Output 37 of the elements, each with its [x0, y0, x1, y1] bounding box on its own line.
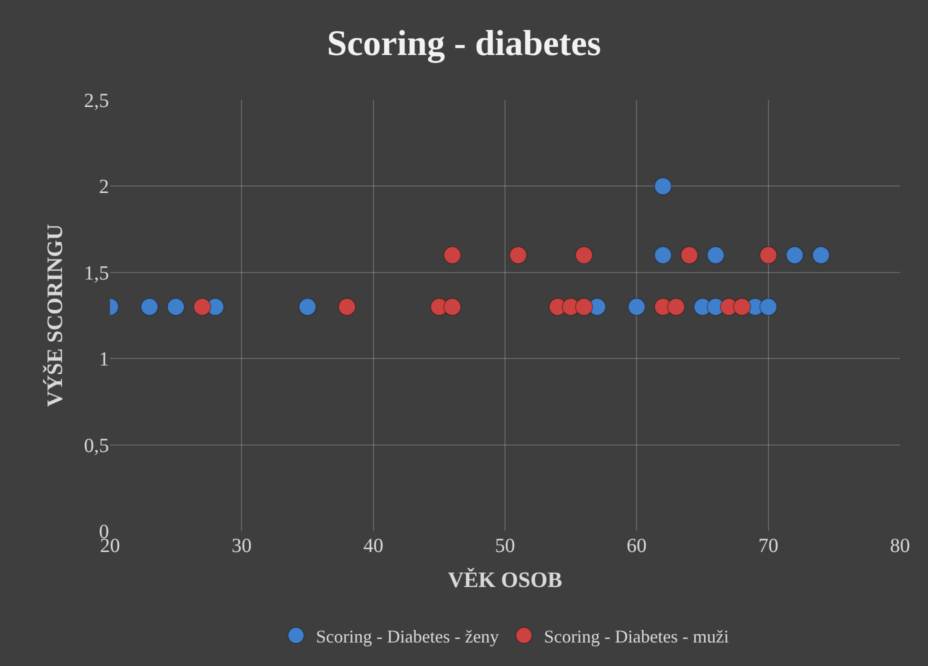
- y-tick-label: 1,5: [84, 262, 109, 284]
- point: [733, 298, 751, 316]
- x-tick-label: 70: [758, 535, 778, 557]
- point: [193, 298, 212, 316]
- x-tick-label: 80: [890, 535, 910, 557]
- x-axis-title: VĚK OSOB: [448, 566, 562, 592]
- point: [667, 298, 686, 316]
- point: [509, 246, 528, 264]
- x-tick-label: 60: [626, 535, 647, 557]
- chart-title: Scoring - diabetes: [327, 23, 601, 64]
- point: [298, 298, 316, 316]
- legend-label: Scoring - Diabetes - ženy: [316, 626, 499, 646]
- point: [575, 246, 593, 264]
- x-tick-label: 30: [232, 535, 252, 557]
- point: [443, 246, 462, 264]
- point: [338, 298, 356, 316]
- point: [759, 298, 778, 316]
- point: [628, 298, 646, 316]
- y-tick-label: 2,5: [84, 90, 109, 112]
- point: [443, 298, 462, 316]
- y-tick-label: 0,5: [84, 434, 109, 457]
- point: [166, 298, 185, 316]
- point: [759, 246, 778, 264]
- point: [654, 177, 672, 196]
- point: [706, 246, 725, 264]
- point: [812, 246, 830, 264]
- point: [654, 246, 672, 264]
- y-tick-label: 2: [99, 176, 109, 198]
- x-tick-label: 40: [363, 535, 384, 557]
- legend-label: Scoring - Diabetes - muži: [544, 626, 729, 646]
- point: [680, 246, 698, 264]
- x-tick-label: 50: [495, 535, 515, 557]
- point: [140, 298, 158, 316]
- y-axis-title: VÝŠE SCORINGU: [42, 224, 67, 407]
- point: [786, 246, 804, 264]
- point: [575, 298, 593, 316]
- y-tick-label: 1: [99, 348, 109, 371]
